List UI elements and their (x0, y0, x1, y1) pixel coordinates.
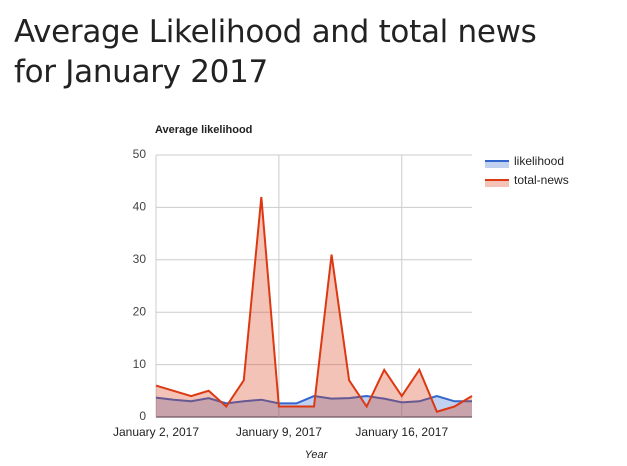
x-tick-label: January 2, 2017 (113, 425, 199, 439)
page-title: Average Likelihood and total news for Ja… (14, 14, 537, 90)
line (155, 394, 472, 405)
legend-swatch (485, 180, 509, 187)
legend-label: likelihood (514, 154, 564, 168)
x-tick-label: January 16, 2017 (355, 425, 448, 439)
y-tick-label: 20 (133, 304, 147, 318)
y-tick-label: 10 (133, 357, 147, 371)
y-tick-label: 30 (133, 252, 147, 266)
legend-swatch (485, 161, 509, 168)
y-tick-label: 50 (133, 147, 147, 161)
line (155, 196, 473, 413)
x-axis-label: Year (305, 449, 329, 461)
chart-subtitle: Average likelihood (155, 124, 252, 136)
y-tick-label: 40 (133, 200, 147, 214)
legend-label: total-news (514, 173, 569, 187)
x-tick-label: January 9, 2017 (236, 425, 322, 439)
y-tick-label: 0 (139, 409, 146, 423)
